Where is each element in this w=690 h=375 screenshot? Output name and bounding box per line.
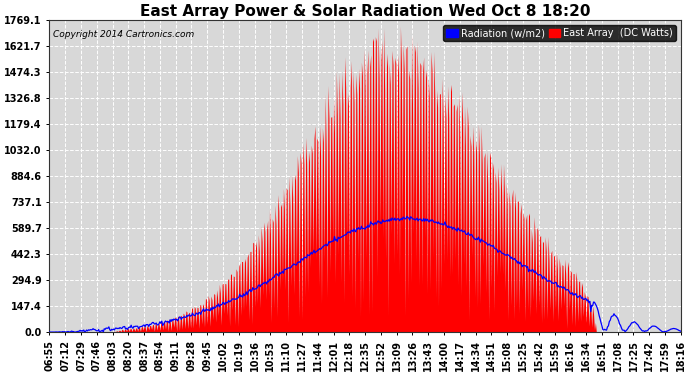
Legend: Radiation (w/m2), East Array  (DC Watts): Radiation (w/m2), East Array (DC Watts): [444, 25, 676, 41]
Title: East Array Power & Solar Radiation Wed Oct 8 18:20: East Array Power & Solar Radiation Wed O…: [140, 4, 591, 19]
Text: Copyright 2014 Cartronics.com: Copyright 2014 Cartronics.com: [52, 30, 194, 39]
